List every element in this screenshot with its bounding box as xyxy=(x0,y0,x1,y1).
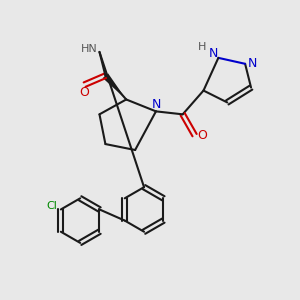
Text: N: N xyxy=(152,98,161,111)
Polygon shape xyxy=(103,73,126,100)
Text: Cl: Cl xyxy=(46,202,57,212)
Text: H: H xyxy=(198,43,206,52)
Text: O: O xyxy=(80,85,89,98)
Text: N: N xyxy=(248,57,257,70)
Text: N: N xyxy=(208,47,218,60)
Text: O: O xyxy=(197,129,207,142)
Text: HN: HN xyxy=(81,44,98,54)
